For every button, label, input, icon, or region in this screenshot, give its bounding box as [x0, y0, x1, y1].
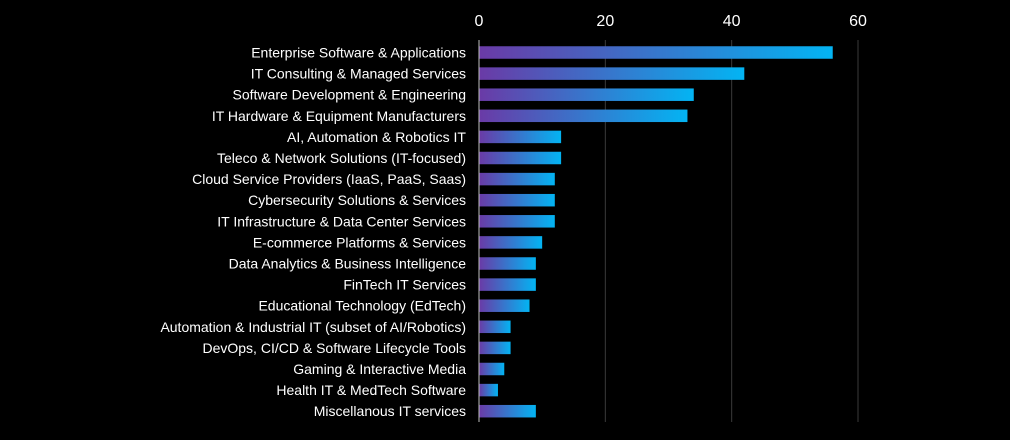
- bar: [479, 130, 562, 144]
- category-label: Cybersecurity Solutions & Services: [248, 192, 466, 208]
- category-label: DevOps, CI/CD & Software Lifecycle Tools: [202, 340, 466, 356]
- x-tick-label: 60: [849, 13, 867, 30]
- category-label: Enterprise Software & Applications: [251, 45, 466, 61]
- category-label: Miscellanous IT services: [314, 403, 466, 419]
- category-label: Teleco & Network Solutions (IT-focused): [217, 150, 466, 166]
- bar: [479, 341, 511, 355]
- bar: [479, 215, 555, 228]
- category-label: FinTech IT Services: [343, 277, 466, 293]
- bar: [479, 257, 536, 270]
- bar: [479, 362, 505, 376]
- bars: [479, 46, 833, 418]
- x-tick-label: 40: [723, 13, 741, 30]
- bar: [479, 172, 555, 186]
- x-tick-label: 0: [475, 13, 484, 30]
- category-label: IT Hardware & Equipment Manufacturers: [212, 108, 466, 124]
- category-label: Cloud Service Providers (IaaS, PaaS, Saa…: [192, 171, 466, 187]
- category-label: Educational Technology (EdTech): [258, 298, 466, 314]
- bar: [479, 193, 555, 207]
- bar: [479, 236, 543, 249]
- bar: [479, 109, 688, 123]
- category-label: E-commerce Platforms & Services: [253, 234, 466, 250]
- category-label: Data Analytics & Business Intelligence: [229, 256, 467, 272]
- category-label: IT Consulting & Managed Services: [251, 66, 466, 82]
- category-label: AI, Automation & Robotics IT: [287, 129, 466, 145]
- bar: [479, 320, 511, 334]
- category-label: Software Development & Engineering: [233, 87, 466, 103]
- category-label: Automation & Industrial IT (subset of AI…: [160, 319, 466, 335]
- bar: [479, 299, 530, 312]
- bar: [479, 278, 536, 291]
- bar: [479, 67, 745, 80]
- bar: [479, 383, 498, 397]
- category-label: Gaming & Interactive Media: [293, 361, 466, 377]
- category-label: Health IT & MedTech Software: [276, 382, 466, 398]
- x-tick-label: 20: [596, 13, 614, 30]
- bar: [479, 151, 562, 165]
- grid-lines: [604, 40, 859, 422]
- category-labels: Enterprise Software & Applications IT Con…: [160, 45, 466, 420]
- bar: [479, 46, 833, 59]
- bar: [479, 404, 536, 418]
- category-label: IT Infrastructure & Data Center Services: [217, 213, 466, 229]
- x-axis-tick-labels: 0 20 40 60: [475, 13, 867, 30]
- bar: [479, 88, 694, 101]
